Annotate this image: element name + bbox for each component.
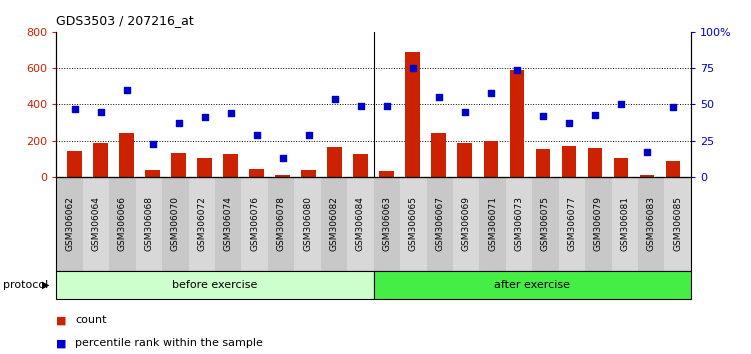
Point <box>68 106 80 112</box>
Text: GDS3503 / 207216_at: GDS3503 / 207216_at <box>56 14 194 27</box>
Point <box>329 96 341 102</box>
Text: GSM306067: GSM306067 <box>436 196 445 251</box>
Text: GSM306062: GSM306062 <box>65 196 74 251</box>
Text: GSM306066: GSM306066 <box>118 196 127 251</box>
Point <box>381 103 393 109</box>
Text: GSM306070: GSM306070 <box>170 196 179 251</box>
Bar <box>146 170 160 177</box>
Text: count: count <box>75 315 107 325</box>
Point <box>251 132 263 138</box>
Text: GSM306076: GSM306076 <box>250 196 259 251</box>
Point <box>667 104 679 110</box>
Text: GSM306068: GSM306068 <box>144 196 153 251</box>
Point <box>121 87 133 93</box>
Text: GSM306081: GSM306081 <box>620 196 629 251</box>
Point <box>433 94 445 100</box>
Text: GSM306071: GSM306071 <box>488 196 497 251</box>
Bar <box>535 149 550 177</box>
Text: ■: ■ <box>56 338 67 348</box>
Point <box>354 103 366 109</box>
Bar <box>301 170 315 177</box>
Text: GSM306064: GSM306064 <box>92 196 101 251</box>
Bar <box>432 132 446 177</box>
Point <box>589 112 601 118</box>
Bar <box>224 154 238 177</box>
Text: ■: ■ <box>56 315 67 325</box>
Bar <box>587 148 602 177</box>
Text: GSM306083: GSM306083 <box>647 196 656 251</box>
Text: after exercise: after exercise <box>494 280 570 290</box>
Point <box>484 90 496 96</box>
Point <box>641 149 653 155</box>
Text: GSM306073: GSM306073 <box>514 196 523 251</box>
Bar <box>198 158 212 177</box>
Bar <box>457 143 472 177</box>
Text: GSM306084: GSM306084 <box>356 196 365 251</box>
Bar <box>327 147 342 177</box>
Text: GSM306077: GSM306077 <box>568 196 577 251</box>
Point <box>276 155 288 161</box>
Bar <box>171 153 185 177</box>
Bar <box>665 161 680 177</box>
Text: GSM306078: GSM306078 <box>276 196 285 251</box>
Bar <box>614 158 628 177</box>
Text: GSM306072: GSM306072 <box>198 196 207 251</box>
Text: before exercise: before exercise <box>172 280 258 290</box>
Bar <box>509 70 523 177</box>
Point <box>614 102 626 107</box>
Text: GSM306063: GSM306063 <box>382 196 391 251</box>
Text: GSM306085: GSM306085 <box>673 196 682 251</box>
Bar <box>562 146 576 177</box>
Point <box>406 65 418 71</box>
Text: GSM306079: GSM306079 <box>594 196 603 251</box>
Bar <box>119 133 134 177</box>
Point <box>459 109 471 115</box>
Point <box>537 113 549 119</box>
Bar <box>406 52 420 177</box>
Bar <box>379 171 394 177</box>
Bar <box>68 151 82 177</box>
Point <box>146 141 158 147</box>
Text: GSM306075: GSM306075 <box>541 196 550 251</box>
Point <box>303 132 315 138</box>
Text: percentile rank within the sample: percentile rank within the sample <box>75 338 263 348</box>
Point <box>511 67 523 73</box>
Bar <box>484 141 498 177</box>
Text: ▶: ▶ <box>42 280 50 290</box>
Text: GSM306065: GSM306065 <box>409 196 418 251</box>
Point <box>198 115 210 120</box>
Bar <box>354 154 368 177</box>
Bar <box>93 143 107 177</box>
Text: GSM306080: GSM306080 <box>303 196 312 251</box>
Bar <box>249 169 264 177</box>
Text: GSM306082: GSM306082 <box>330 196 339 251</box>
Bar <box>276 175 290 177</box>
Bar <box>640 175 654 177</box>
Point <box>562 120 575 126</box>
Text: GSM306074: GSM306074 <box>224 196 233 251</box>
Text: protocol: protocol <box>3 280 48 290</box>
Point <box>95 109 107 115</box>
Point <box>173 120 185 126</box>
Text: GSM306069: GSM306069 <box>462 196 471 251</box>
Point <box>225 110 237 116</box>
